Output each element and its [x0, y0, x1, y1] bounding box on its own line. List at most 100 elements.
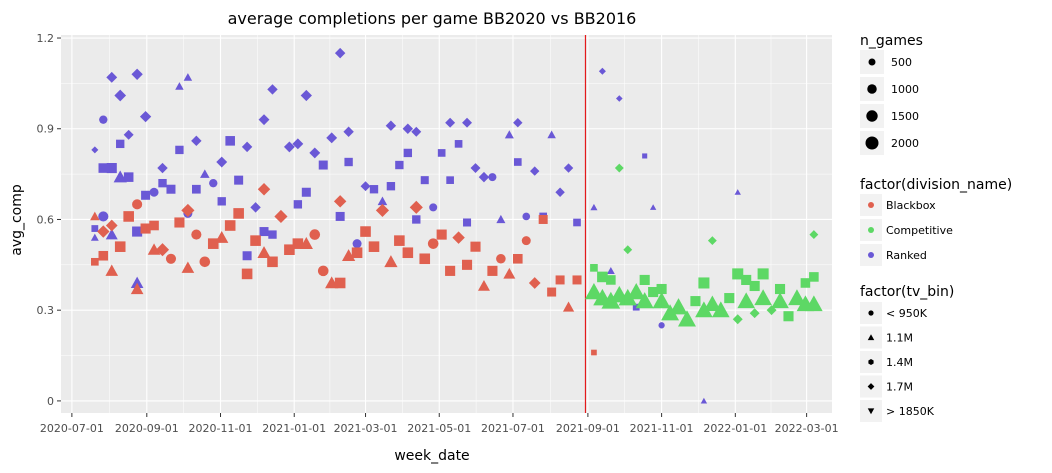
data-point-blackbox [105, 264, 119, 276]
legend-title-size: n_games [860, 33, 923, 49]
data-point-blackbox [215, 230, 229, 243]
x-tick-label: 2021-11-01 [630, 422, 694, 435]
data-point-ranked [130, 276, 144, 289]
data-point-competitive [749, 308, 760, 319]
data-point-competitive [627, 283, 646, 300]
data-point-blackbox [538, 214, 548, 224]
data-point-ranked [352, 239, 362, 249]
data-point-ranked [292, 138, 304, 150]
data-point-ranked [106, 163, 117, 174]
data-point-competitive [677, 310, 696, 327]
data-point-competitive [771, 292, 789, 309]
data-point-competitive [754, 289, 772, 306]
y-tick-label: 0 [47, 395, 54, 408]
legend-label: > 1850K [886, 405, 935, 418]
data-point-competitive [809, 230, 819, 240]
data-point-ranked [437, 149, 446, 157]
data-point-ranked [606, 266, 615, 275]
data-point-blackbox [368, 241, 380, 252]
data-point-blackbox [292, 238, 304, 249]
data-point-competitive [618, 288, 637, 306]
legend-title-color: factor(division_name) [860, 177, 1012, 193]
data-point-ranked [335, 211, 345, 221]
data-point-ranked [300, 89, 312, 102]
legend-label: 500 [891, 56, 912, 69]
legend-label: 1.4M [886, 356, 913, 369]
data-point-ranked [139, 110, 152, 123]
legend-shape-marker [867, 408, 875, 415]
data-point-ranked [385, 120, 397, 131]
y-tick-label: 0.9 [37, 123, 55, 136]
x-axis: 2020-07-01 2020-09-01 2020-11-01 2021-01-01… [40, 413, 839, 435]
data-point-blackbox [284, 244, 295, 255]
x-tick-label: 2022-03-01 [775, 422, 839, 435]
data-point-ranked [234, 175, 244, 185]
data-point-ranked [369, 185, 379, 194]
grid-lines [61, 35, 832, 413]
data-point-competitive [809, 272, 819, 282]
data-point-competitive [774, 283, 786, 295]
data-point-competitive [695, 301, 713, 318]
data-point-ranked [496, 214, 506, 224]
data-point-blackbox [257, 246, 271, 259]
data-point-ranked [192, 184, 201, 194]
legend-label: Ranked [886, 249, 927, 262]
data-point-blackbox [91, 257, 99, 266]
data-point-blackbox [274, 209, 288, 224]
data-point-ranked [113, 170, 127, 183]
data-point-competitive [788, 289, 806, 306]
data-point-competitive [606, 275, 616, 285]
data-point-ranked [216, 156, 228, 168]
data-point-ranked [132, 226, 143, 237]
data-point-ranked [360, 181, 371, 192]
data-point-ranked [267, 84, 278, 95]
data-point-blackbox [90, 211, 100, 221]
data-point-blackbox [207, 238, 219, 249]
data-point-blackbox [309, 229, 321, 240]
data-point-blackbox [477, 280, 490, 291]
y-tick-label: 0.6 [37, 213, 55, 226]
data-point-blackbox [333, 195, 347, 208]
data-point-ranked [175, 145, 184, 155]
data-point-blackbox [528, 277, 541, 289]
data-point-competitive [690, 296, 701, 307]
data-point-ranked [301, 187, 311, 197]
data-point-ranked [488, 173, 497, 182]
data-point-ranked [411, 126, 422, 137]
legend-shape-marker [867, 334, 875, 341]
data-point-ranked [470, 163, 481, 174]
data-point-ranked [90, 233, 99, 241]
data-point-ranked [149, 187, 159, 197]
data-point-ranked [513, 117, 523, 128]
data-point-ranked [99, 115, 108, 124]
data-point-ranked [250, 202, 261, 213]
data-point-blackbox [427, 238, 439, 249]
data-point-blackbox [98, 250, 109, 261]
data-point-ranked [183, 73, 193, 81]
chart-title: average completions per game BB2020 vs B… [228, 9, 637, 28]
data-point-blackbox [241, 268, 253, 280]
data-point-blackbox [267, 256, 278, 268]
data-point-ranked [91, 225, 99, 232]
data-point-ranked [700, 397, 708, 404]
y-axis-title: avg_comp [9, 184, 25, 256]
data-point-blackbox [470, 241, 481, 252]
data-point-blackbox [375, 203, 390, 217]
data-point-blackbox [445, 265, 456, 276]
data-point-ranked [334, 47, 346, 59]
data-point-ranked [242, 251, 252, 261]
data-point-blackbox [562, 301, 575, 312]
data-point-blackbox [394, 235, 405, 246]
data-point-blackbox [572, 275, 582, 285]
data-point-blackbox [461, 259, 473, 270]
x-tick-label: 2021-09-01 [556, 422, 620, 435]
data-point-ranked [598, 67, 606, 75]
data-point-ranked [403, 148, 413, 158]
data-point-blackbox [402, 247, 414, 259]
data-point-ranked [123, 129, 134, 140]
data-point-blackbox [317, 265, 329, 277]
data-point-ranked [326, 132, 338, 144]
data-point-ranked [344, 157, 353, 167]
data-point-ranked [402, 123, 414, 134]
data-point-competitive [707, 236, 717, 246]
